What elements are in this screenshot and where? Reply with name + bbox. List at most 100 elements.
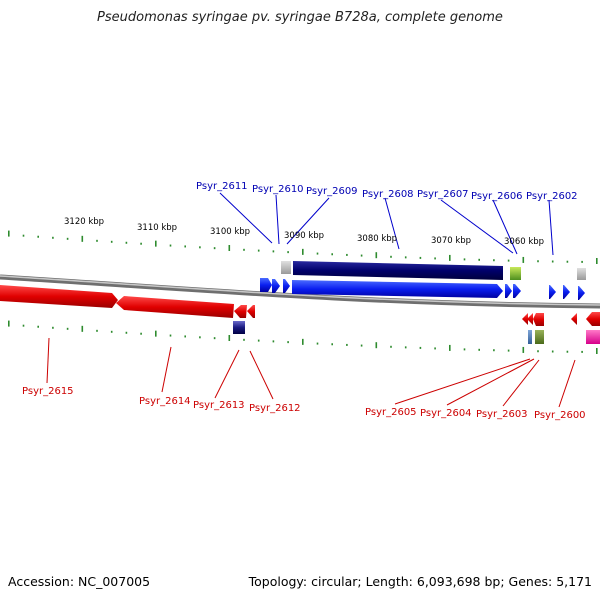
- gene-marker-pink[interactable]: [586, 330, 600, 344]
- gene-psyr-2615[interactable]: [0, 285, 118, 308]
- gene-label-top[interactable]: Psyr_2602: [526, 191, 578, 202]
- gene-label-top[interactable]: Psyr_2609: [306, 186, 358, 197]
- gene-red-right-4[interactable]: [571, 313, 577, 325]
- gene-psyr-2612[interactable]: [247, 305, 255, 318]
- minor-tick: [140, 332, 142, 335]
- leader-psyr-2608: [384, 197, 400, 250]
- minor-tick: [257, 339, 260, 342]
- scale-label: 3090 kbp: [284, 231, 324, 241]
- gene-label-top[interactable]: Psyr_2610: [252, 184, 304, 195]
- minor-tick: [493, 259, 495, 262]
- gene-blue-3[interactable]: [283, 279, 290, 293]
- minor-tick: [213, 247, 216, 250]
- leader-psyr-2612: [249, 350, 274, 400]
- gene-marker-olive[interactable]: [535, 330, 544, 344]
- minor-tick: [537, 260, 539, 263]
- major-tick: [302, 338, 304, 345]
- gene-marker-lime[interactable]: [510, 267, 521, 280]
- minor-tick: [507, 259, 510, 262]
- leader-psyr-2613: [214, 349, 240, 399]
- gene-label-top[interactable]: Psyr_2608: [362, 189, 414, 200]
- genome-backbone: [0, 274, 600, 309]
- gene-marker-gray[interactable]: [281, 261, 291, 274]
- gene-label-bottom[interactable]: Psyr_2615: [22, 386, 74, 397]
- minor-tick: [272, 340, 275, 343]
- minor-tick: [257, 249, 260, 252]
- minor-tick: [199, 336, 201, 339]
- bottom-leader-lines: [46, 337, 576, 408]
- leader-psyr-2609: [286, 197, 330, 245]
- minor-tick: [272, 250, 275, 253]
- leader-psyr-2600: [558, 359, 576, 408]
- gene-label-bottom[interactable]: Psyr_2604: [420, 408, 472, 419]
- gene-red-right-2[interactable]: [527, 313, 533, 325]
- gene-label-bottom[interactable]: Psyr_2614: [139, 396, 191, 407]
- gene-label-top[interactable]: Psyr_2611: [196, 181, 248, 192]
- major-tick: [596, 257, 598, 264]
- major-tick: [81, 325, 84, 332]
- major-tick: [228, 244, 231, 251]
- minor-tick: [169, 334, 172, 337]
- gene-blue-1[interactable]: [260, 278, 272, 292]
- minor-tick: [478, 258, 480, 261]
- minor-tick: [96, 239, 98, 242]
- minor-tick: [404, 256, 407, 259]
- minor-tick: [22, 234, 25, 237]
- scale-label: 3060 kbp: [504, 237, 544, 247]
- minor-tick: [346, 253, 348, 256]
- major-tick: [155, 240, 157, 247]
- minor-tick: [96, 329, 98, 332]
- minor-tick: [581, 350, 583, 353]
- gene-blue-4[interactable]: [505, 284, 512, 298]
- minor-tick: [566, 350, 569, 353]
- gene-navy-long[interactable]: [293, 261, 503, 280]
- gene-blue-2[interactable]: [272, 279, 280, 293]
- gene-label-bottom[interactable]: Psyr_2603: [476, 409, 528, 420]
- gene-marker-steel[interactable]: [528, 330, 532, 344]
- gene-blue-5[interactable]: [513, 284, 521, 298]
- gene-psyr-2614[interactable]: [116, 296, 234, 318]
- major-tick: [302, 248, 304, 255]
- leader-psyr-2602: [548, 199, 554, 256]
- gene-label-bottom[interactable]: Psyr_2605: [365, 407, 417, 418]
- genome-summary: Topology: circular; Length: 6,093,698 bp…: [248, 574, 592, 589]
- gene-label-bottom[interactable]: Psyr_2600: [534, 410, 586, 421]
- scale-labels: 3120 kbp 3110 kbp 3100 kbp 3090 kbp 3080…: [64, 217, 544, 247]
- minor-tick: [346, 343, 348, 346]
- gene-blue-8[interactable]: [578, 286, 585, 300]
- gene-red-right-5[interactable]: [586, 312, 600, 326]
- minor-tick: [507, 349, 510, 352]
- minor-tick: [37, 235, 39, 238]
- gene-marker-navy-lower[interactable]: [233, 321, 245, 334]
- gene-marker-gray-right[interactable]: [577, 268, 586, 280]
- gene-blue-7[interactable]: [563, 285, 570, 299]
- minor-tick: [110, 330, 113, 333]
- minor-tick: [478, 348, 480, 351]
- gene-blue-long[interactable]: [292, 280, 503, 298]
- gene-blue-6[interactable]: [549, 285, 556, 299]
- gene-label-top[interactable]: Psyr_2606: [471, 191, 523, 202]
- minor-tick: [551, 350, 554, 353]
- major-tick: [449, 344, 451, 351]
- gene-label-bottom[interactable]: Psyr_2612: [249, 403, 301, 414]
- gene-label-bottom[interactable]: Psyr_2613: [193, 400, 245, 411]
- gene-psyr-2613-red[interactable]: [234, 305, 247, 318]
- major-tick: [375, 252, 378, 259]
- bottom-gene-labels: Psyr_2615 Psyr_2614 Psyr_2613 Psyr_2612 …: [22, 386, 586, 421]
- minor-tick: [331, 343, 333, 346]
- minor-tick: [52, 326, 54, 329]
- minor-tick: [66, 237, 69, 240]
- minor-tick: [551, 260, 554, 263]
- gene-red-right-1[interactable]: [522, 313, 528, 325]
- gene-label-top[interactable]: Psyr_2607: [417, 189, 469, 200]
- minor-tick: [316, 252, 319, 255]
- minor-tick: [360, 254, 363, 257]
- minor-tick: [360, 344, 363, 347]
- major-tick: [522, 346, 525, 353]
- minor-tick: [66, 327, 69, 330]
- major-tick: [596, 347, 598, 354]
- minor-tick: [287, 341, 289, 344]
- leader-psyr-2611: [219, 192, 273, 244]
- gene-red-right-3[interactable]: [533, 313, 544, 326]
- minor-tick: [493, 349, 495, 352]
